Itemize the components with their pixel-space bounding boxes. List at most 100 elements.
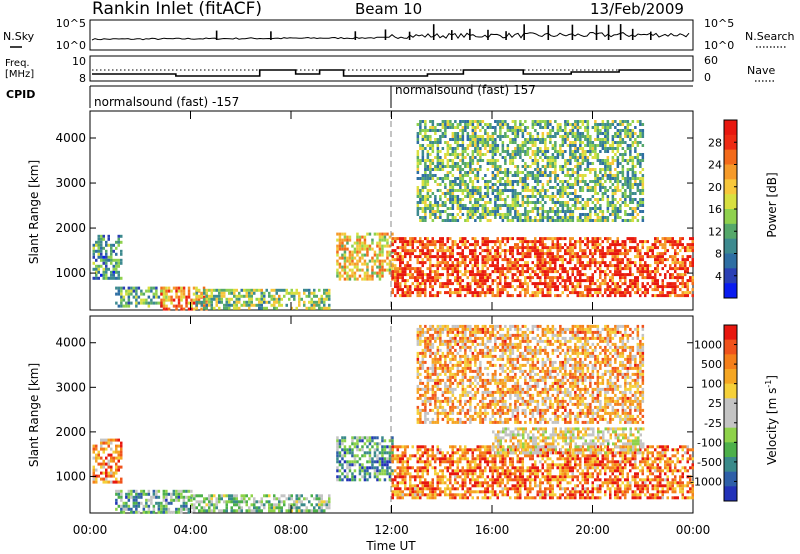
range-cell (213, 509, 216, 513)
range-cell (464, 165, 467, 168)
range-cell (459, 264, 462, 268)
range-cell (571, 192, 575, 195)
range-cell (619, 135, 622, 138)
range-cell (576, 147, 580, 150)
range-cell (127, 292, 131, 296)
range-cell (634, 177, 637, 180)
range-cell (461, 288, 464, 292)
range-cell (539, 255, 542, 259)
range-cell (506, 264, 509, 268)
range-cell (491, 135, 495, 138)
range-cell (626, 267, 629, 271)
range-cell (228, 497, 231, 501)
range-cell (464, 123, 467, 126)
range-cell (486, 126, 490, 129)
range-cell (142, 504, 146, 508)
range-cell (609, 204, 612, 207)
range-cell (100, 477, 103, 481)
range-cell (343, 235, 347, 239)
range-cell (576, 258, 579, 262)
range-cell (451, 189, 455, 192)
range-cell (388, 250, 392, 254)
range-cell (328, 506, 331, 510)
range-cell (218, 300, 221, 304)
range-cell (676, 246, 679, 250)
range-cell (102, 462, 105, 466)
range-cell (95, 477, 98, 481)
range-cell (177, 304, 181, 308)
range-cell (596, 126, 600, 129)
range-cell (499, 276, 502, 280)
range-cell (406, 291, 409, 295)
range-cell (551, 195, 555, 198)
range-cell (541, 270, 544, 274)
range-cell (409, 249, 412, 253)
range-cell (556, 210, 560, 213)
range-cell (604, 147, 607, 150)
range-cell (351, 271, 354, 275)
range-cell (404, 273, 407, 277)
range-cell (368, 232, 372, 236)
range-cell (476, 162, 480, 165)
range-cell (616, 156, 620, 159)
range-cell (323, 291, 326, 295)
range-cell (404, 282, 407, 286)
range-cell (521, 177, 525, 180)
range-cell (526, 126, 530, 129)
range-cell (353, 247, 357, 251)
range-cell (429, 138, 432, 141)
range-cell (454, 219, 457, 222)
range-cell (466, 189, 470, 192)
range-cell (644, 264, 647, 268)
range-cell (581, 180, 585, 183)
range-cell (536, 135, 540, 138)
range-cell (481, 135, 485, 138)
range-cell (223, 288, 226, 292)
range-cell (606, 168, 610, 171)
range-cell (469, 270, 472, 274)
range-cell (546, 156, 550, 159)
range-cell (336, 454, 339, 458)
range-cell (263, 506, 266, 510)
range-cell (399, 246, 402, 250)
range-cell (594, 264, 597, 268)
range-cell (501, 264, 504, 268)
range-cell (110, 480, 113, 484)
range-cell (551, 240, 554, 244)
range-cell (494, 195, 497, 198)
range-cell (524, 150, 527, 153)
range-cell (449, 279, 452, 283)
range-cell (456, 288, 459, 292)
range-cell (641, 285, 644, 289)
range-cell (551, 216, 555, 219)
range-cell (162, 510, 166, 514)
range-cell (636, 288, 639, 292)
range-cell (102, 255, 105, 259)
range-cell (484, 186, 487, 189)
range-cell (629, 267, 632, 271)
range-cell (484, 279, 487, 283)
range-cell (388, 235, 392, 239)
range-cell (626, 264, 629, 268)
range-cell (461, 273, 464, 277)
range-cell (524, 207, 527, 210)
range-cell (110, 438, 113, 442)
range-cell (581, 147, 585, 150)
range-cell (451, 213, 455, 216)
range-cell (554, 213, 557, 216)
range-cell (338, 475, 342, 479)
range-cell (629, 147, 632, 150)
range-cell (434, 246, 437, 250)
range-cell (421, 198, 425, 201)
range-cell (536, 174, 540, 177)
range-cell (120, 492, 123, 496)
range-cell (659, 258, 662, 262)
range-cell (449, 237, 452, 241)
range-cell (243, 303, 246, 307)
range-cell (441, 159, 445, 162)
range-cell (486, 132, 490, 135)
range-cell (529, 135, 532, 138)
range-cell (444, 219, 447, 222)
range-cell (162, 504, 166, 508)
range-cell (376, 244, 379, 248)
